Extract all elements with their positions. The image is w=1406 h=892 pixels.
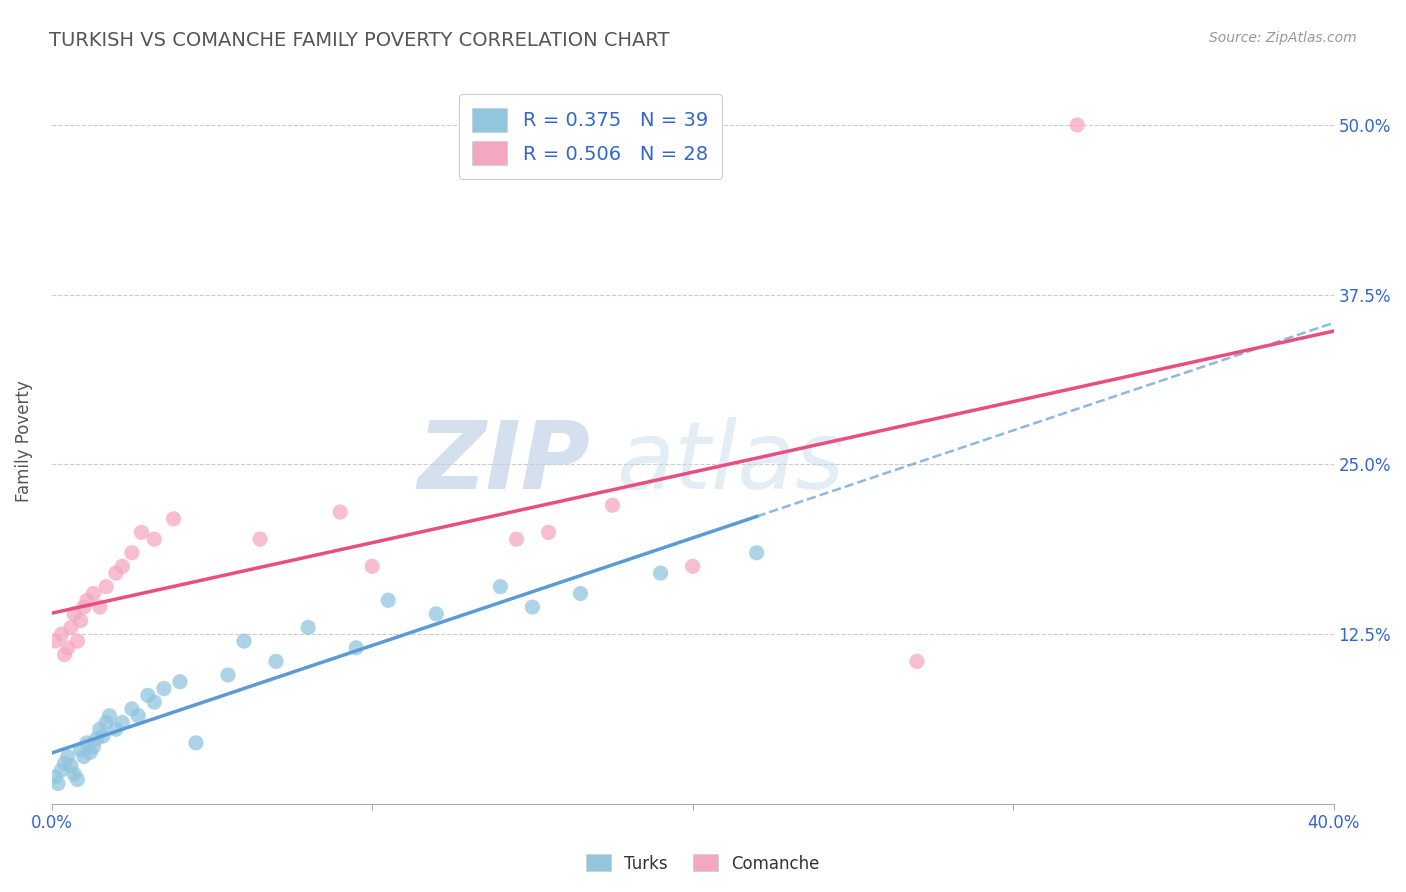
Point xyxy=(104,566,127,581)
Legend: R = 0.375   N = 39, R = 0.506   N = 28: R = 0.375 N = 39, R = 0.506 N = 28 xyxy=(458,95,721,178)
Point xyxy=(53,648,76,662)
Text: Source: ZipAtlas.com: Source: ZipAtlas.com xyxy=(1209,31,1357,45)
Point xyxy=(73,600,96,615)
Point xyxy=(377,593,399,607)
Point xyxy=(602,498,624,512)
Point xyxy=(1066,118,1088,132)
Point xyxy=(264,654,287,668)
Point xyxy=(136,689,159,703)
Point xyxy=(51,627,73,641)
Point xyxy=(69,742,91,756)
Point xyxy=(96,580,118,594)
Point xyxy=(63,767,86,781)
Point xyxy=(91,729,114,743)
Point xyxy=(76,736,98,750)
Text: atlas: atlas xyxy=(616,417,844,508)
Point xyxy=(537,525,560,540)
Point xyxy=(104,723,127,737)
Point xyxy=(51,763,73,777)
Point xyxy=(59,620,82,634)
Text: ZIP: ZIP xyxy=(418,417,591,508)
Point xyxy=(111,559,134,574)
Point xyxy=(121,546,143,560)
Point xyxy=(143,695,166,709)
Point xyxy=(69,614,91,628)
Point xyxy=(682,559,704,574)
Point xyxy=(82,586,104,600)
Point xyxy=(76,593,98,607)
Point xyxy=(361,559,384,574)
Point xyxy=(44,634,66,648)
Point xyxy=(569,586,592,600)
Point xyxy=(162,512,184,526)
Point xyxy=(489,580,512,594)
Point xyxy=(56,640,79,655)
Point xyxy=(89,723,111,737)
Point xyxy=(44,770,66,784)
Point xyxy=(522,600,544,615)
Point xyxy=(233,634,256,648)
Point xyxy=(650,566,672,581)
Point xyxy=(153,681,176,696)
Point xyxy=(297,620,319,634)
Point xyxy=(59,759,82,773)
Y-axis label: Family Poverty: Family Poverty xyxy=(15,380,32,501)
Point xyxy=(121,702,143,716)
Point xyxy=(63,607,86,621)
Point xyxy=(425,607,447,621)
Point xyxy=(89,600,111,615)
Point xyxy=(184,736,207,750)
Point xyxy=(143,532,166,546)
Point xyxy=(46,776,69,790)
Point xyxy=(329,505,352,519)
Point xyxy=(73,749,96,764)
Point xyxy=(169,674,191,689)
Point xyxy=(66,772,89,787)
Point xyxy=(745,546,768,560)
Text: TURKISH VS COMANCHE FAMILY POVERTY CORRELATION CHART: TURKISH VS COMANCHE FAMILY POVERTY CORRE… xyxy=(49,31,669,50)
Point xyxy=(127,708,149,723)
Point xyxy=(66,634,89,648)
Point xyxy=(96,715,118,730)
Legend: Turks, Comanche: Turks, Comanche xyxy=(579,847,827,880)
Point xyxy=(98,708,121,723)
Point xyxy=(82,739,104,754)
Point xyxy=(505,532,527,546)
Point xyxy=(344,640,367,655)
Point xyxy=(111,715,134,730)
Point xyxy=(217,668,239,682)
Point xyxy=(249,532,271,546)
Point xyxy=(79,745,101,759)
Point xyxy=(86,731,108,746)
Point xyxy=(53,756,76,771)
Point xyxy=(905,654,928,668)
Point xyxy=(131,525,153,540)
Point xyxy=(56,749,79,764)
